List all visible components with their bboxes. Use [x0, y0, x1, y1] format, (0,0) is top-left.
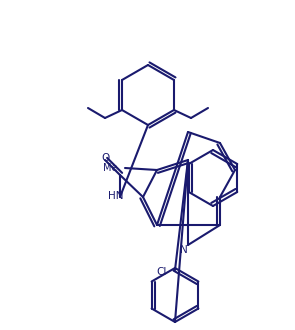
- Text: N: N: [180, 245, 188, 255]
- Text: O: O: [102, 153, 110, 163]
- Text: Me: Me: [104, 163, 118, 173]
- Text: Cl: Cl: [157, 267, 167, 277]
- Text: HN: HN: [108, 191, 124, 201]
